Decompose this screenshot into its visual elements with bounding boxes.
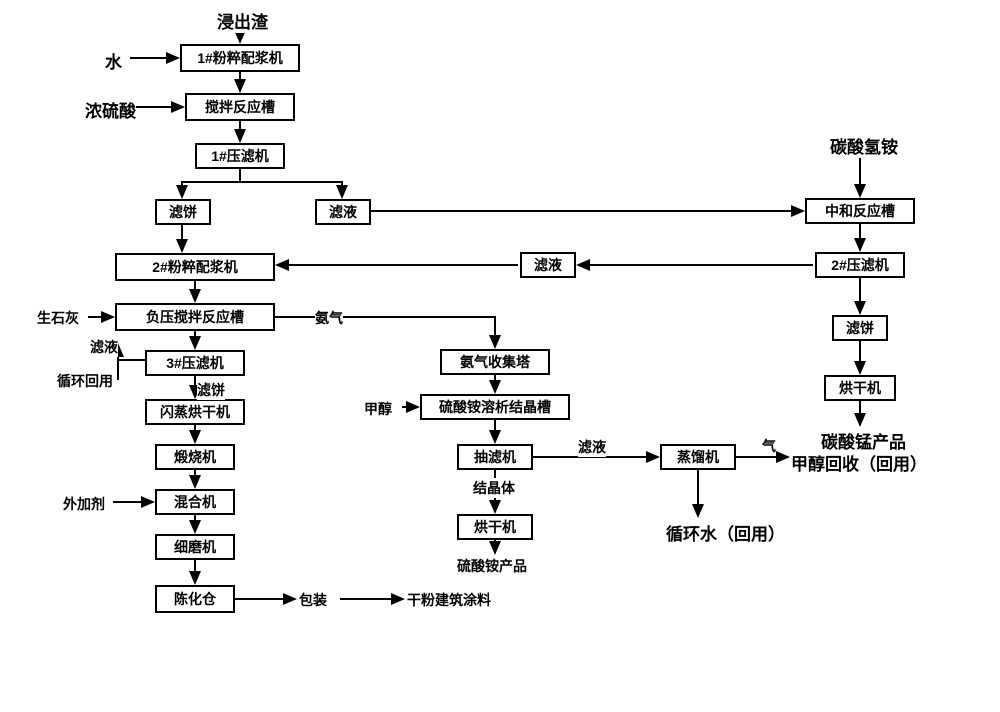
flow-label-l_lime: 生石灰 <box>37 308 79 328</box>
flow-label-l_filtL: 滤液 <box>578 437 606 457</box>
process-box-n17: 烘干机 <box>457 514 533 540</box>
process-box-n16: 抽滤机 <box>457 444 533 470</box>
process-box-label: 2#粉粹配浆机 <box>152 257 238 277</box>
process-box-label: 细磨机 <box>174 537 216 557</box>
process-box-label: 煅烧机 <box>174 447 216 467</box>
flow-label-l_recycle: 循环回用 <box>57 371 113 391</box>
process-box-n18: 蒸馏机 <box>660 444 736 470</box>
flow-label-l_cake3: 滤饼 <box>197 380 225 400</box>
process-box-n7: 负压搅拌反应槽 <box>115 303 275 331</box>
process-box-label: 烘干机 <box>839 378 881 398</box>
flow-label-l_additive: 外加剂 <box>63 494 105 514</box>
flow-label-l_h2so4: 浓硫酸 <box>85 97 136 122</box>
process-box-label: 滤液 <box>534 255 562 275</box>
flow-label-l_filtrate3: 滤液 <box>90 337 118 357</box>
process-box-n13: 陈化仓 <box>155 585 235 613</box>
process-box-n10: 煅烧机 <box>155 444 235 470</box>
flow-label-l_xtal: 结晶体 <box>473 478 515 498</box>
process-box-n15: 硫酸铵溶析结晶槽 <box>420 394 570 420</box>
flow-label-l_cwater: 循环水（回用） <box>666 520 785 545</box>
process-box-n23: 烘干机 <box>824 375 896 401</box>
process-box-label: 中和反应槽 <box>825 201 895 221</box>
process-box-n11: 混合机 <box>155 489 235 515</box>
flow-label-l_mnco3: 碳酸锰产品 <box>821 428 906 453</box>
process-box-label: 抽滤机 <box>474 447 516 467</box>
process-box-label: 搅拌反应槽 <box>205 97 275 117</box>
process-box-n8: 3#压滤机 <box>145 350 245 376</box>
process-box-n3: 1#压滤机 <box>195 143 285 169</box>
process-box-n14: 氨气收集塔 <box>440 349 550 375</box>
process-box-label: 1#压滤机 <box>211 146 269 166</box>
flow-label-l_nh3: 氨气 <box>315 308 343 328</box>
process-box-label: 陈化仓 <box>174 589 216 609</box>
flow-arrow <box>275 317 495 347</box>
process-box-n1: 1#粉粹配浆机 <box>180 44 300 72</box>
process-box-n12: 细磨机 <box>155 534 235 560</box>
flow-label-l_gas: 气 <box>762 436 776 456</box>
process-box-label: 1#粉粹配浆机 <box>197 48 283 68</box>
flow-arrow <box>118 345 145 360</box>
process-box-label: 氨气收集塔 <box>460 352 530 372</box>
process-box-label: 滤饼 <box>169 202 197 222</box>
process-box-label: 滤液 <box>329 202 357 222</box>
process-box-n21: 滤液 <box>520 252 576 278</box>
process-box-n4: 滤饼 <box>155 199 211 225</box>
flow-label-l_pack: 包装 <box>299 590 327 610</box>
flow-label-l_water: 水 <box>105 48 122 73</box>
process-box-n6: 2#粉粹配浆机 <box>115 253 275 281</box>
process-box-label: 3#压滤机 <box>166 353 224 373</box>
process-box-n9: 闪蒸烘干机 <box>145 399 245 425</box>
process-box-label: 混合机 <box>174 492 216 512</box>
flow-label-l_leach: 浸出渣 <box>217 8 268 33</box>
flow-label-l_meohrec: 甲醇回收（回用） <box>791 450 927 475</box>
flow-arrow <box>182 169 240 197</box>
process-box-label: 蒸馏机 <box>677 447 719 467</box>
process-box-n20: 2#压滤机 <box>815 252 905 278</box>
process-box-n22: 滤饼 <box>832 315 888 341</box>
process-box-label: 烘干机 <box>474 517 516 537</box>
process-box-label: 滤饼 <box>846 318 874 338</box>
process-box-n19: 中和反应槽 <box>805 198 915 224</box>
process-box-label: 硫酸铵溶析结晶槽 <box>439 397 551 417</box>
flow-label-l_meoh: 甲醇 <box>364 399 392 419</box>
process-box-label: 闪蒸烘干机 <box>160 402 230 422</box>
flow-arrow <box>240 169 342 197</box>
process-box-label: 负压搅拌反应槽 <box>146 307 244 327</box>
flow-label-l_nh4hco3: 碳酸氢铵 <box>830 133 898 158</box>
flow-label-l_coating: 干粉建筑涂料 <box>407 590 491 610</box>
process-box-n5: 滤液 <box>315 199 371 225</box>
flow-label-l_sulfate: 硫酸铵产品 <box>457 556 527 576</box>
process-box-label: 2#压滤机 <box>831 255 889 275</box>
process-box-n2: 搅拌反应槽 <box>185 93 295 121</box>
